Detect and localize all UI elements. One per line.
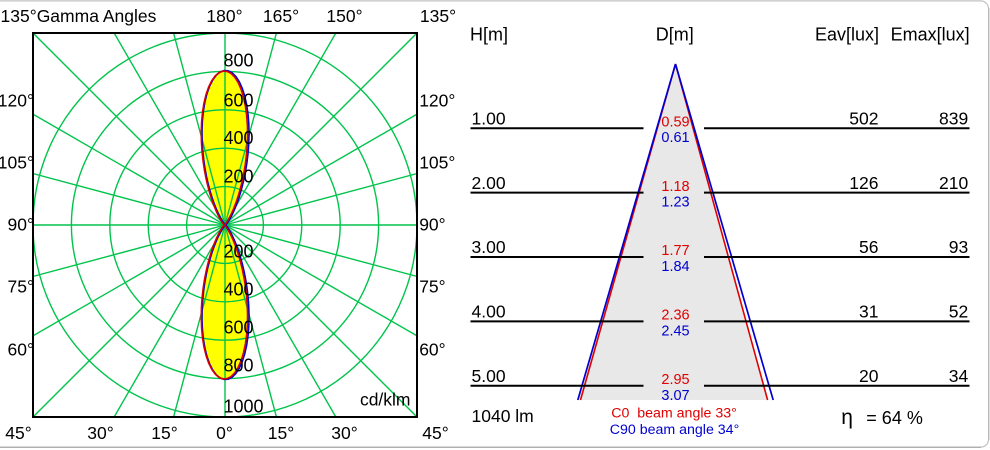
svg-text:600: 600 bbox=[224, 317, 254, 337]
svg-text:34: 34 bbox=[949, 366, 969, 386]
svg-text:H[m]: H[m] bbox=[470, 25, 508, 45]
svg-text:15°: 15° bbox=[268, 423, 294, 443]
svg-text:150°: 150° bbox=[326, 6, 362, 26]
svg-text:20: 20 bbox=[859, 366, 879, 386]
svg-text:52: 52 bbox=[949, 302, 968, 322]
svg-text:0.59: 0.59 bbox=[661, 114, 689, 130]
svg-text:45°: 45° bbox=[5, 423, 31, 443]
svg-text:75°: 75° bbox=[419, 277, 445, 297]
svg-text:93: 93 bbox=[949, 237, 968, 257]
svg-text:200: 200 bbox=[224, 166, 254, 186]
svg-text:4.00: 4.00 bbox=[472, 302, 506, 322]
svg-text:30°: 30° bbox=[87, 423, 113, 443]
svg-text:105°: 105° bbox=[0, 153, 34, 173]
svg-text:2.00: 2.00 bbox=[472, 173, 506, 193]
svg-text:30°: 30° bbox=[331, 423, 357, 443]
svg-text:135°Gamma Angles: 135°Gamma Angles bbox=[1, 6, 157, 26]
svg-text:= 64 %: = 64 % bbox=[866, 408, 923, 428]
svg-text:839: 839 bbox=[939, 108, 968, 128]
svg-text:2.36: 2.36 bbox=[661, 308, 689, 324]
svg-text:0.61: 0.61 bbox=[661, 130, 689, 146]
svg-text:1.00: 1.00 bbox=[472, 108, 506, 128]
svg-text:1.23: 1.23 bbox=[661, 195, 689, 211]
svg-text:135°: 135° bbox=[420, 6, 456, 26]
svg-text:31: 31 bbox=[859, 302, 878, 322]
svg-text:120°: 120° bbox=[0, 91, 34, 111]
svg-text:0°: 0° bbox=[216, 423, 233, 443]
svg-text:1000: 1000 bbox=[224, 396, 264, 416]
svg-text:3.00: 3.00 bbox=[472, 237, 506, 257]
svg-text:15°: 15° bbox=[151, 423, 177, 443]
svg-text:90°: 90° bbox=[8, 215, 34, 235]
svg-text:75°: 75° bbox=[8, 277, 34, 297]
svg-text:105°: 105° bbox=[419, 153, 455, 173]
svg-text:200: 200 bbox=[224, 241, 254, 261]
svg-text:η: η bbox=[841, 406, 853, 429]
svg-text:3.07: 3.07 bbox=[661, 388, 689, 404]
svg-text:165°: 165° bbox=[263, 6, 299, 26]
svg-text:400: 400 bbox=[224, 128, 254, 148]
svg-text:1.77: 1.77 bbox=[661, 243, 689, 259]
svg-text:400: 400 bbox=[224, 279, 254, 299]
svg-text:cd/klm: cd/klm bbox=[360, 390, 411, 410]
svg-text:C90 beam angle 34°: C90 beam angle 34° bbox=[610, 422, 740, 438]
svg-text:D[m]: D[m] bbox=[656, 25, 694, 45]
svg-text:5.00: 5.00 bbox=[472, 366, 506, 386]
svg-text:Emax[lux]: Emax[lux] bbox=[891, 25, 970, 45]
svg-text:600: 600 bbox=[224, 90, 254, 110]
svg-text:1040 lm: 1040 lm bbox=[472, 406, 534, 426]
svg-text:180°: 180° bbox=[206, 6, 242, 26]
svg-text:126: 126 bbox=[849, 173, 878, 193]
svg-text:90°: 90° bbox=[419, 215, 445, 235]
svg-text:1.84: 1.84 bbox=[661, 259, 689, 275]
svg-text:502: 502 bbox=[849, 108, 878, 128]
svg-text:800: 800 bbox=[224, 51, 254, 71]
svg-text:56: 56 bbox=[859, 237, 878, 257]
svg-text:1.18: 1.18 bbox=[661, 179, 689, 195]
svg-text:45°: 45° bbox=[422, 423, 448, 443]
svg-text:60°: 60° bbox=[8, 340, 34, 360]
svg-text:2.45: 2.45 bbox=[661, 323, 689, 339]
svg-text:120°: 120° bbox=[419, 91, 455, 111]
svg-text:C0 beam angle 33°: C0 beam angle 33° bbox=[611, 406, 737, 422]
svg-text:210: 210 bbox=[939, 173, 968, 193]
svg-text:800: 800 bbox=[224, 355, 254, 375]
svg-text:2.95: 2.95 bbox=[661, 372, 689, 388]
svg-text:Eav[lux]: Eav[lux] bbox=[815, 25, 879, 45]
svg-text:60°: 60° bbox=[419, 340, 445, 360]
